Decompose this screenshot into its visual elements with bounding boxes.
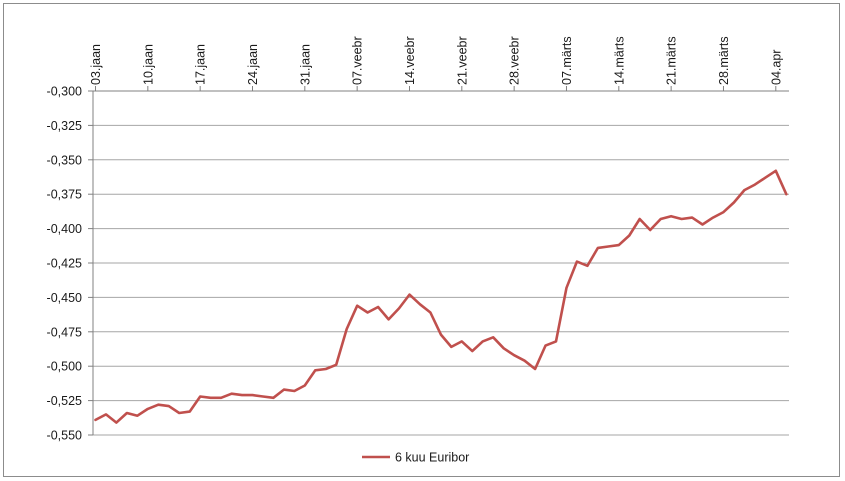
- x-tick-label: 17.jaan: [194, 44, 208, 85]
- x-tick-label: 14.märts: [612, 36, 626, 85]
- y-tick-label: -0,450: [47, 291, 82, 305]
- x-tick-label: 21.veebr: [455, 36, 469, 85]
- y-tick-label: -0,425: [47, 257, 82, 271]
- x-tick-label: 03.jaan: [89, 44, 103, 85]
- y-tick-label: -0,550: [47, 429, 82, 443]
- y-tick-label: -0,400: [47, 222, 82, 236]
- y-tick-label: -0,350: [47, 153, 82, 167]
- y-tick-label: -0,300: [47, 85, 82, 99]
- x-tick-label: 10.jaan: [141, 44, 155, 85]
- x-tick-label: 28.veebr: [508, 36, 522, 85]
- y-tick-label: -0,525: [47, 394, 82, 408]
- legend-label: 6 kuu Euribor: [395, 451, 469, 465]
- x-tick-label: 04.apr: [769, 50, 783, 85]
- x-tick-label: 28.märts: [717, 36, 731, 85]
- x-tick-label: 24.jaan: [246, 44, 260, 85]
- x-tick-label: 31.jaan: [298, 44, 312, 85]
- x-tick-label: 07.märts: [560, 36, 574, 85]
- x-tick-label: 07.veebr: [351, 36, 365, 85]
- y-tick-label: -0,375: [47, 188, 82, 202]
- y-tick-label: -0,500: [47, 360, 82, 374]
- chart-area: [3, 3, 840, 477]
- y-tick-label: -0,325: [47, 119, 82, 133]
- y-tick-label: -0,475: [47, 325, 82, 339]
- x-tick-label: 14.veebr: [403, 36, 417, 85]
- series-line: [94, 169, 788, 424]
- x-tick-label: 21.märts: [665, 36, 679, 85]
